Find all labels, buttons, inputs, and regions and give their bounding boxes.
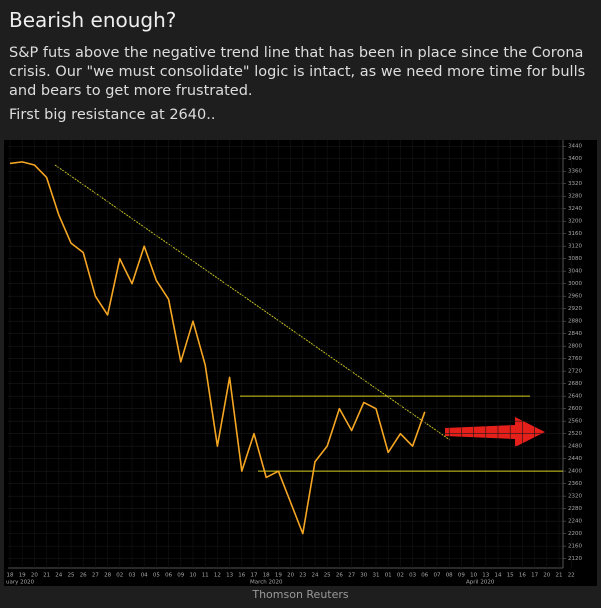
trend-line — [54, 164, 451, 441]
y-tick-label: 2760 — [568, 356, 582, 362]
x-tick-label: 21 — [556, 573, 563, 579]
x-tick-label: 10 — [470, 573, 477, 579]
x-tick-label: 14 — [495, 573, 502, 579]
x-tick-label: 25 — [68, 573, 75, 579]
y-tick-label: 2440 — [568, 456, 582, 462]
x-tick-label: 07 — [434, 573, 441, 579]
y-tick-label: 2800 — [568, 344, 582, 350]
y-tick-label: 2960 — [568, 294, 582, 300]
x-tick-label: 05 — [153, 573, 160, 579]
x-tick-label: 15 — [507, 573, 514, 579]
y-tick-label: 3360 — [568, 169, 582, 175]
x-tick-label: 16 — [238, 573, 245, 579]
y-tick-label: 3040 — [568, 269, 582, 275]
x-tick-label: 13 — [226, 573, 233, 579]
y-tick-label: 2240 — [568, 519, 582, 525]
y-tick-label: 2880 — [568, 319, 582, 325]
x-tick-label: 23 — [299, 573, 306, 579]
y-tick-label: 2320 — [568, 494, 582, 500]
y-tick-label: 3000 — [568, 281, 582, 287]
x-tick-label: 18 — [263, 573, 270, 579]
x-tick-label: 25 — [324, 573, 331, 579]
source: Thomson Reuters — [252, 588, 349, 601]
x-tick-label: 13 — [482, 573, 489, 579]
y-tick-label: 2520 — [568, 431, 582, 437]
x-tick-label: 12 — [214, 573, 221, 579]
subtitle: S&P futs above the negative trend line t… — [9, 45, 586, 99]
x-tick-label: 16 — [519, 573, 526, 579]
x-tick-label: 02 — [116, 573, 123, 579]
x-tick-label: 06 — [421, 573, 428, 579]
y-tick-label: 2280 — [568, 506, 582, 512]
title: Bearish enough? — [9, 8, 177, 32]
arrow — [445, 417, 545, 447]
x-tick-label: 22 — [568, 573, 575, 579]
x-tick-label: 31 — [373, 573, 380, 579]
x-tick-label: 19 — [19, 573, 26, 579]
y-tick-label: 3320 — [568, 181, 582, 187]
x-tick-label: 26 — [80, 573, 87, 579]
x-tick-label: 28 — [104, 573, 111, 579]
y-tick-label: 2400 — [568, 469, 582, 475]
y-tick-label: 2600 — [568, 406, 582, 412]
x-tick-label: 10 — [190, 573, 197, 579]
y-tick-label: 3160 — [568, 231, 582, 237]
y-tick-label: 3440 — [568, 144, 582, 150]
x-tick-label: 20 — [543, 573, 550, 579]
y-tick-label: 2360 — [568, 481, 582, 487]
x-tick-label: 09 — [177, 573, 184, 579]
x-tick-label: 30 — [360, 573, 367, 579]
y-tick-label: 2560 — [568, 419, 582, 425]
y-tick-label: 3080 — [568, 256, 582, 262]
y-tick-label: 2640 — [568, 394, 582, 400]
x-tick-label: 03 — [409, 573, 416, 579]
x-tick-label: 21 — [43, 573, 50, 579]
x-tick-label: 26 — [336, 573, 343, 579]
x-tick-label: 17 — [251, 573, 258, 579]
y-tick-label: 2920 — [568, 306, 582, 312]
y-tick-label: 3240 — [568, 206, 582, 212]
y-tick-label: 2120 — [568, 556, 582, 562]
x-tick-label: 01 — [385, 573, 392, 579]
x-tick-label: 09 — [458, 573, 465, 579]
y-tick-label: 2680 — [568, 381, 582, 387]
month-label: April 2020 — [466, 580, 495, 586]
x-tick-label: 24 — [312, 573, 319, 579]
x-tick-label: 20 — [287, 573, 294, 579]
x-tick-label: 27 — [92, 573, 99, 579]
x-tick-label: 19 — [275, 573, 282, 579]
price-line — [9, 161, 426, 535]
x-tick-label: 03 — [129, 573, 136, 579]
y-tick-label: 2840 — [568, 331, 582, 337]
month-label: uary 2020 — [6, 580, 35, 586]
x-tick-label: 17 — [531, 573, 538, 579]
y-tick-label: 3120 — [568, 244, 582, 250]
annotation: First big resistance at 2640.. — [9, 107, 216, 123]
x-tick-label: 06 — [165, 573, 172, 579]
x-tick-label: 02 — [397, 573, 404, 579]
x-tick-label: 20 — [31, 573, 38, 579]
y-tick-label: 2480 — [568, 444, 582, 450]
y-tick-label: 3200 — [568, 219, 582, 225]
x-tick-label: 27 — [348, 573, 355, 579]
y-tick-label: 3280 — [568, 194, 582, 200]
x-tick-label: 04 — [141, 573, 148, 579]
chart: 2120216022002240228023202360240024402480… — [4, 140, 597, 586]
y-tick-label: 2720 — [568, 369, 582, 375]
month-label: March 2020 — [250, 580, 283, 586]
y-tick-label: 2160 — [568, 544, 582, 550]
y-tick-label: 2200 — [568, 531, 582, 537]
plot-bg — [4, 140, 597, 586]
x-tick-label: 18 — [7, 573, 14, 579]
x-tick-label: 24 — [55, 573, 62, 579]
x-tick-label: 08 — [446, 573, 453, 579]
x-tick-label: 11 — [202, 573, 209, 579]
y-tick-label: 3400 — [568, 156, 582, 162]
